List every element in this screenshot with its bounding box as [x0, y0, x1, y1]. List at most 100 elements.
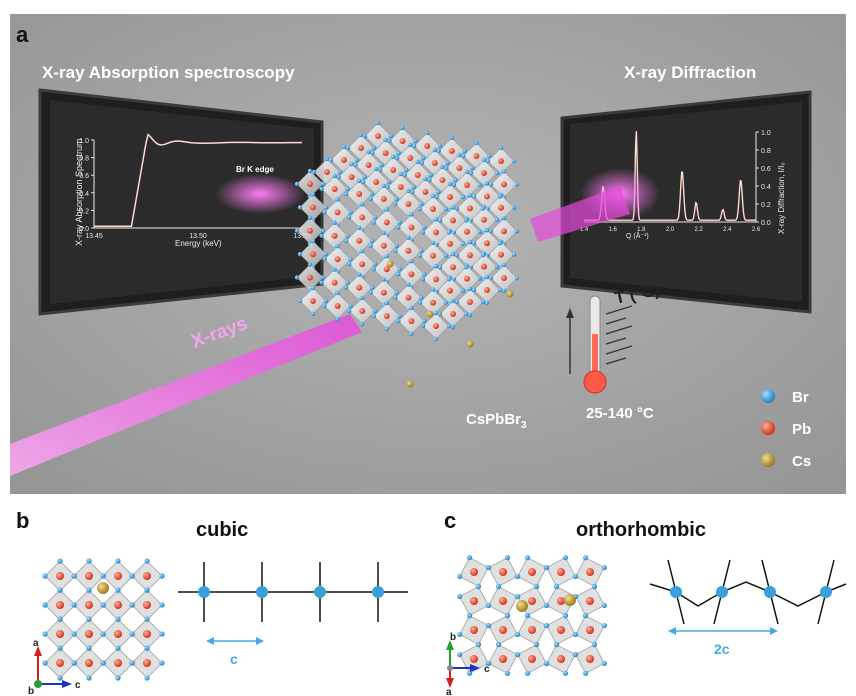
- pb-atom: [499, 655, 507, 663]
- br-atom: [393, 201, 398, 207]
- pb-atom: [528, 655, 536, 663]
- pb-atom: [470, 655, 478, 663]
- br-atom: [406, 282, 411, 287]
- br-atom: [475, 584, 482, 590]
- br-atom: [417, 206, 423, 212]
- br-atom: [515, 573, 521, 580]
- pb-atom: [310, 204, 316, 211]
- pb-atom: [114, 601, 122, 609]
- br-atom: [601, 564, 607, 571]
- pb-atom: [528, 568, 536, 576]
- br-atom: [347, 262, 352, 267]
- panel-c-label: c: [444, 508, 456, 533]
- br-atom: [463, 311, 469, 317]
- br-atom: [468, 170, 474, 176]
- pb-atom: [484, 287, 490, 293]
- br-atom: [307, 168, 313, 174]
- xas-ytick-label: 0.6: [79, 173, 89, 180]
- pb-atom: [501, 228, 507, 235]
- br-atom: [466, 670, 473, 676]
- br-atom: [433, 217, 439, 222]
- pb-atom: [448, 148, 455, 154]
- pb-atom: [390, 167, 397, 173]
- pb-atom: [348, 174, 355, 180]
- chain-br-atom: [670, 586, 682, 598]
- br-atom: [374, 166, 379, 172]
- legend-cs-label: Cs: [792, 453, 811, 470]
- pb-atom: [430, 299, 436, 306]
- br-atom: [42, 631, 48, 637]
- br-atom: [335, 290, 340, 296]
- pb-atom: [586, 597, 594, 605]
- br-atom: [348, 210, 353, 215]
- br-atom: [480, 299, 486, 305]
- br-atom: [430, 193, 436, 199]
- xas-ytick-label: 0.2: [79, 208, 89, 215]
- pb-atom: [143, 630, 151, 638]
- cubic-axis-c: c: [75, 680, 81, 691]
- br-atom: [427, 177, 432, 183]
- pb-atom: [334, 256, 341, 263]
- xas-screen: 0.0 0.2 0.4 0.6 0.8 1.0 13.45 13.50 13.55 X-ray …: [38, 88, 324, 316]
- orthorhombic-chain-diagram: [649, 559, 847, 625]
- xas-xtick-label: 13.55: [293, 233, 311, 240]
- br-atom: [477, 229, 483, 234]
- cubic-unit-cell: [42, 558, 165, 681]
- br-atom: [322, 303, 327, 309]
- xrd-xtick-label: 2.4: [723, 227, 732, 233]
- pb-atom: [334, 209, 341, 216]
- br-atom: [497, 194, 503, 199]
- br-atom: [311, 169, 317, 175]
- br-atom: [294, 275, 300, 280]
- br-atom: [501, 169, 507, 174]
- br-atom: [457, 651, 463, 658]
- br-atom: [443, 206, 449, 212]
- br-atom: [310, 311, 316, 317]
- br-atom: [373, 308, 378, 314]
- pb-atom: [414, 172, 421, 178]
- br-atom: [498, 145, 504, 151]
- pb-atom: [424, 143, 431, 149]
- br-atom: [553, 642, 560, 648]
- xrd-xtick-label: 2.2: [694, 227, 703, 233]
- br-atom: [417, 300, 423, 305]
- br-atom: [511, 205, 517, 210]
- br-atom: [373, 262, 378, 267]
- br-atom: [335, 197, 340, 202]
- br-atom: [591, 642, 598, 648]
- pb-atom: [450, 217, 456, 224]
- br-atom: [345, 280, 350, 285]
- br-atom: [320, 275, 326, 280]
- br-atom: [332, 220, 337, 225]
- br-atom: [144, 616, 150, 622]
- br-atom: [335, 244, 340, 249]
- pb-atom: [528, 597, 536, 605]
- br-atom: [466, 613, 473, 619]
- br-atom: [395, 155, 400, 161]
- br-atom: [362, 174, 367, 180]
- pb-atom: [143, 572, 151, 580]
- br-atom: [393, 248, 398, 253]
- br-atom: [432, 147, 437, 153]
- panel-b-title: cubic: [196, 519, 248, 541]
- pb-atom: [85, 659, 93, 667]
- br-atom: [396, 225, 401, 230]
- br-atom: [454, 299, 460, 305]
- br-atom: [323, 205, 329, 210]
- br-atom: [511, 158, 517, 164]
- br-atom: [544, 660, 550, 667]
- br-atom: [368, 290, 373, 295]
- br-atom: [484, 274, 490, 280]
- pb-atom: [433, 229, 439, 236]
- xrd-xtick-label: 1.4: [580, 227, 589, 233]
- br-atom: [370, 191, 375, 197]
- pb-atom: [586, 655, 594, 663]
- br-atom: [562, 613, 569, 619]
- pb-atom: [399, 138, 406, 144]
- br-atom: [440, 164, 445, 170]
- legend-pb-label: Pb: [792, 421, 811, 438]
- br-atom: [437, 311, 443, 317]
- br-atom: [86, 675, 92, 681]
- br-atom: [601, 660, 607, 667]
- br-atom: [436, 148, 441, 154]
